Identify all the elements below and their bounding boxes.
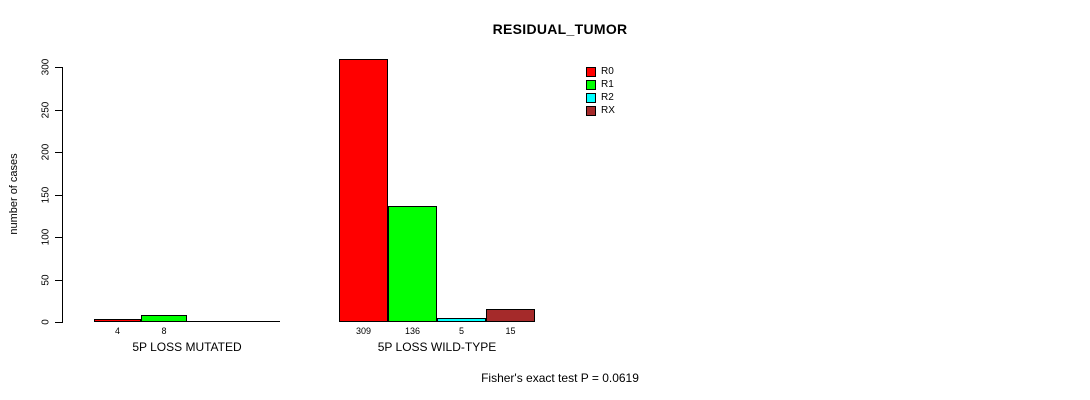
bar-value-label: 8 xyxy=(161,326,167,336)
bar-r2 xyxy=(437,318,486,322)
y-tick-label: 50 xyxy=(40,274,52,286)
bar-value-label: 309 xyxy=(355,326,372,336)
legend-label: R0 xyxy=(601,66,614,77)
bar-r0 xyxy=(339,59,388,322)
legend-swatch-rx xyxy=(586,105,596,116)
bar-value-label: 15 xyxy=(505,326,516,336)
legend: R0 R1 R2 RX xyxy=(586,65,615,117)
legend-row: R1 xyxy=(586,78,615,91)
y-tick-label: 300 xyxy=(40,58,52,76)
legend-swatch-r2 xyxy=(586,92,596,103)
legend-row: R2 xyxy=(586,91,615,104)
legend-row: RX xyxy=(586,104,615,117)
y-axis-title: number of cases xyxy=(8,153,20,235)
y-tick xyxy=(55,322,62,323)
legend-label: R1 xyxy=(601,79,614,90)
legend-swatch-r1 xyxy=(586,79,596,90)
y-tick-label: 100 xyxy=(40,228,52,246)
y-tick-label: 250 xyxy=(40,101,52,119)
group-label: 5P LOSS MUTATED xyxy=(132,340,242,354)
bar-rx xyxy=(486,309,535,322)
legend-row: R0 xyxy=(586,65,615,78)
legend-label: RX xyxy=(601,105,615,116)
y-tick xyxy=(55,280,62,281)
y-tick xyxy=(55,67,62,68)
y-tick-label: 0 xyxy=(40,319,52,325)
y-tick-label: 200 xyxy=(40,143,52,161)
bar-r0 xyxy=(94,319,141,322)
bar-r1 xyxy=(141,315,187,322)
y-tick xyxy=(55,237,62,238)
bar-r1 xyxy=(388,206,437,322)
legend-label: R2 xyxy=(601,92,614,103)
y-axis-line xyxy=(62,67,63,323)
legend-swatch-r0 xyxy=(586,66,596,77)
group-baseline xyxy=(94,321,280,322)
bar-value-label: 4 xyxy=(114,326,120,336)
group-label: 5P LOSS WILD-TYPE xyxy=(377,340,497,354)
bar-value-label: 136 xyxy=(404,326,421,336)
pvalue-annotation: Fisher's exact test P = 0.0619 xyxy=(481,371,639,385)
y-tick xyxy=(55,152,62,153)
y-tick-label: 150 xyxy=(40,186,52,204)
y-tick xyxy=(55,110,62,111)
chart-title: RESIDUAL_TUMOR xyxy=(492,21,628,37)
bar-value-label: 5 xyxy=(458,326,464,336)
y-tick xyxy=(55,195,62,196)
